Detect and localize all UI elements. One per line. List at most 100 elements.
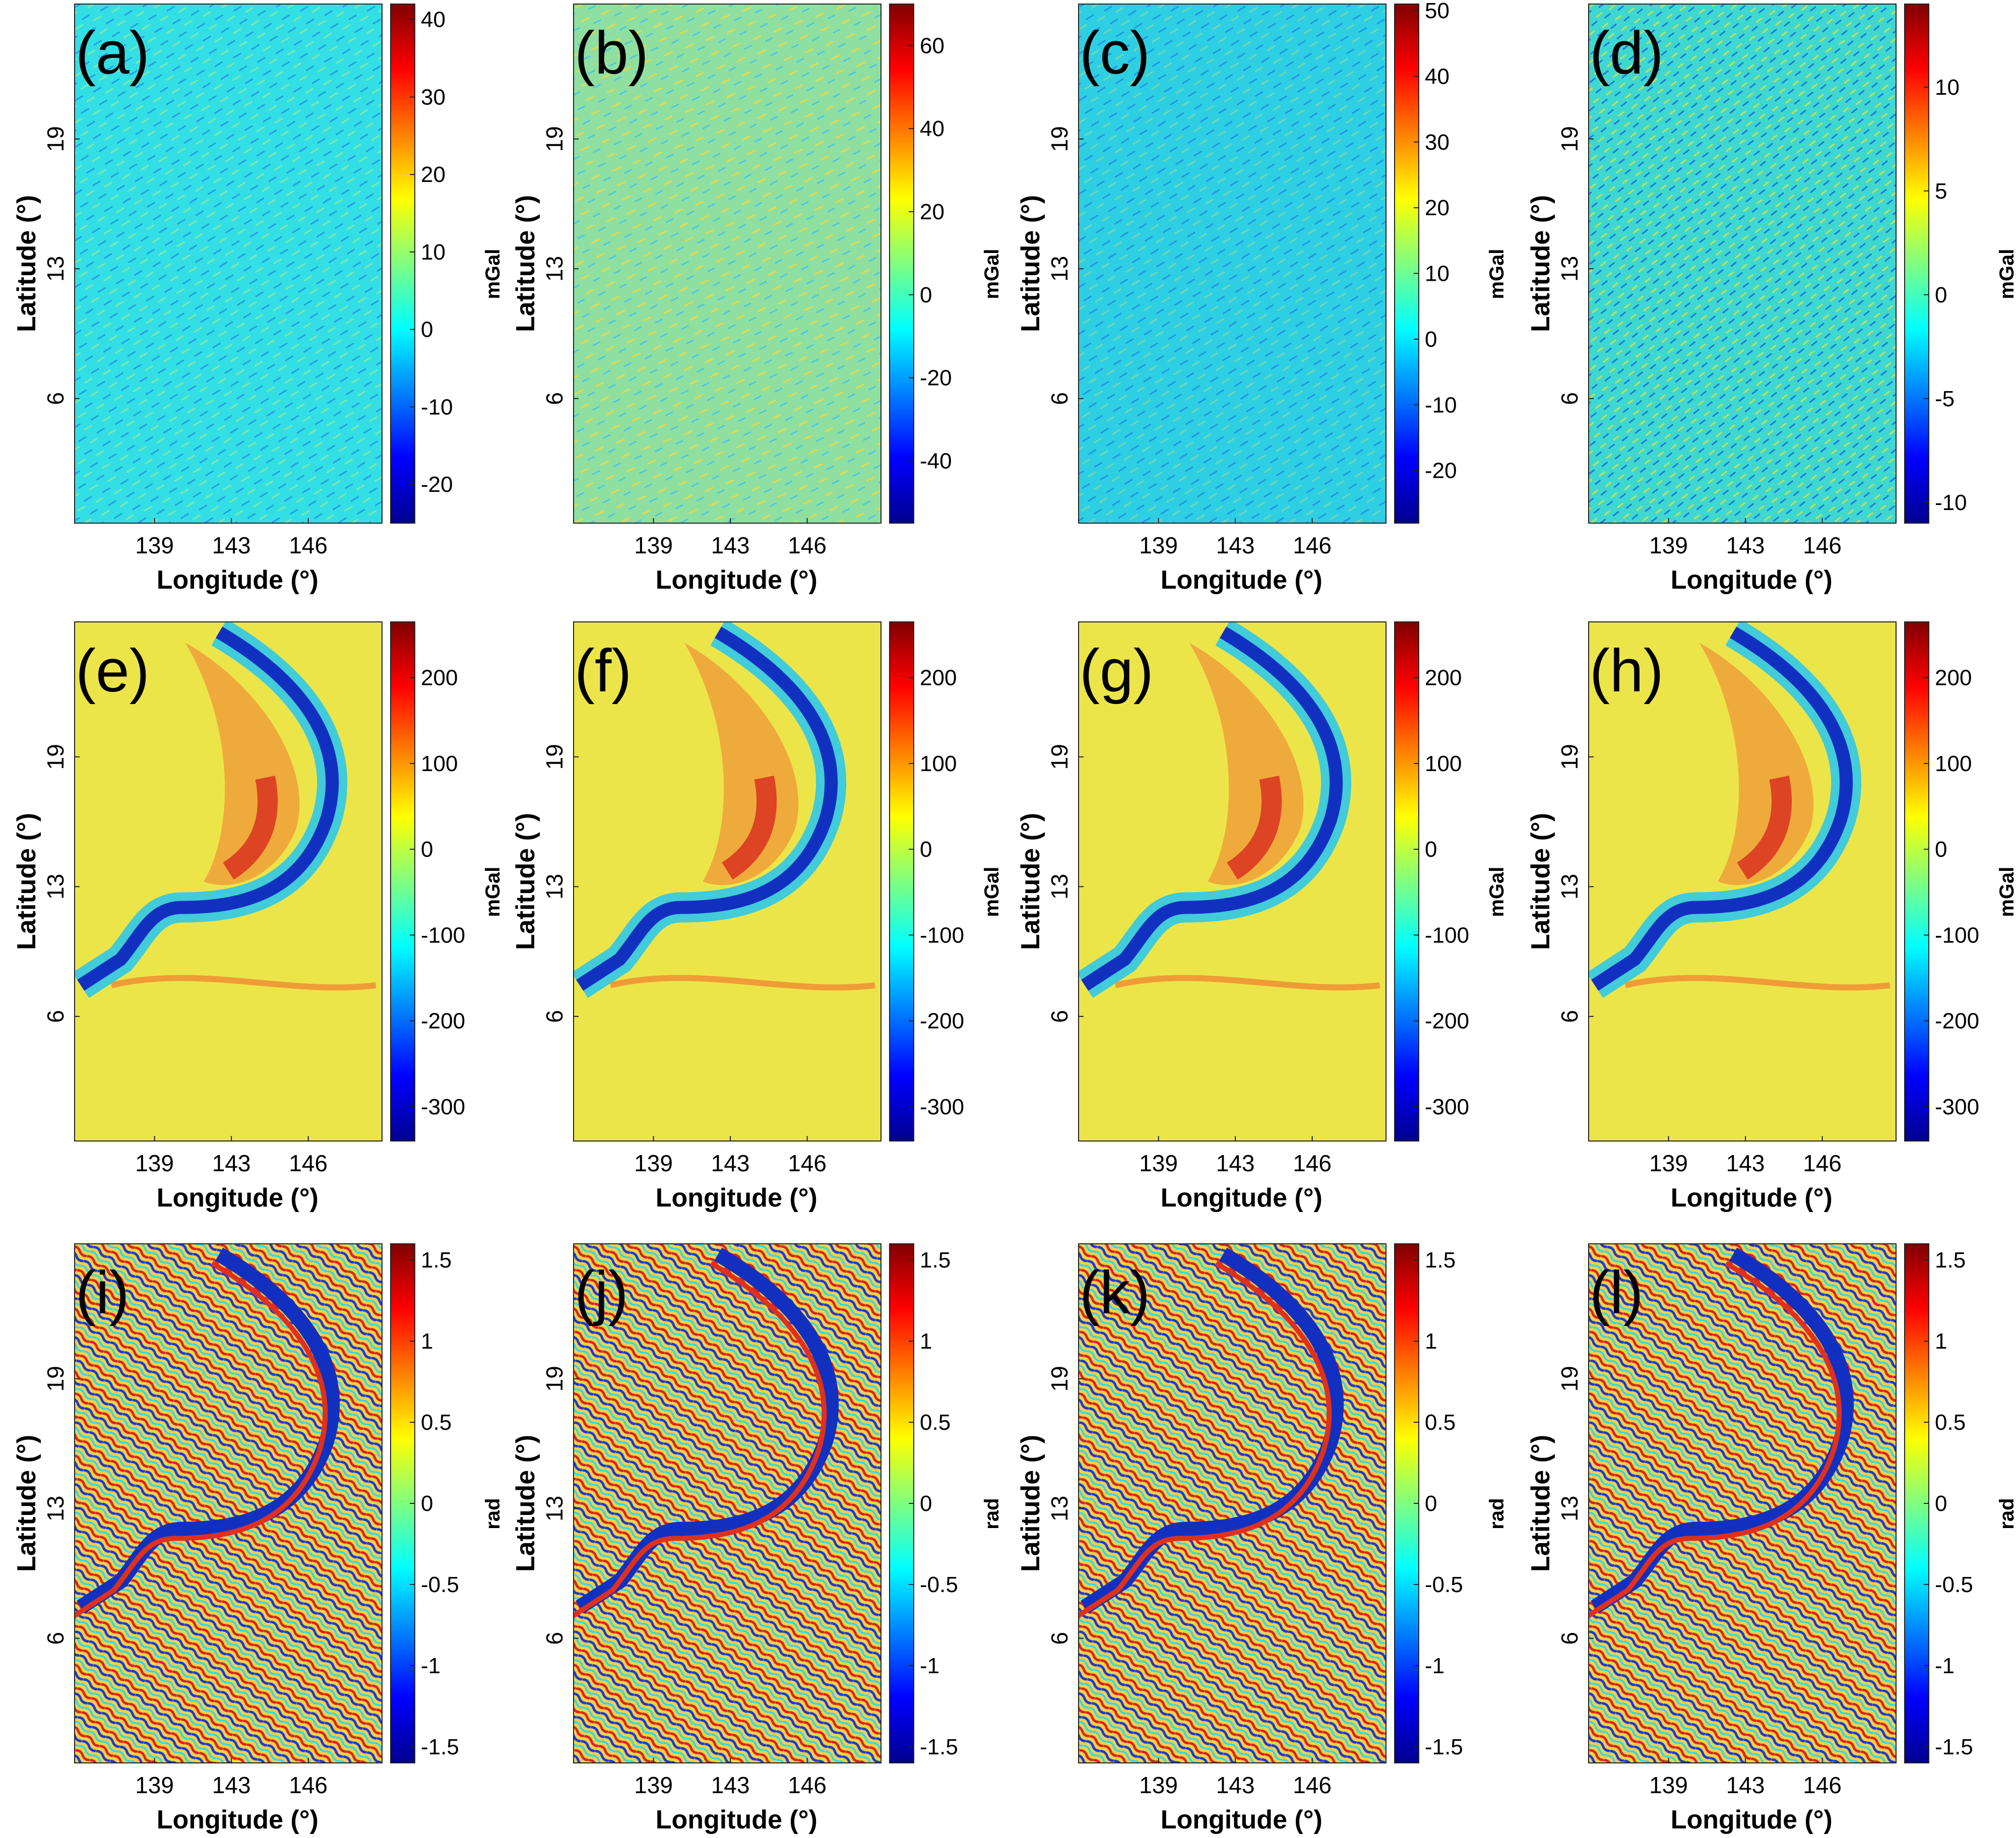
y-tick-label: 6 [541, 1010, 568, 1023]
arc-high-ridge [1226, 776, 1282, 880]
x-tick-label: 139 [1139, 532, 1178, 558]
caroline-ridge [1624, 975, 1891, 991]
colorbar-gradient [889, 4, 914, 524]
x-tick-label: 139 [135, 532, 174, 558]
panel-g: (g) 19 13 6 139 143 146 Longitude (°) Latitude (… [1016, 621, 1508, 1213]
x-tick-label: 143 [711, 1150, 750, 1176]
colorbar-tick-label: 0.5 [1935, 1410, 1966, 1435]
colorbar-tick-label: -20 [920, 366, 952, 391]
x-axis-label: Longitude (°) [157, 1183, 319, 1213]
caroline-ridge [609, 975, 875, 991]
arc-high-ridge [222, 776, 278, 880]
map-area [74, 621, 383, 1142]
y-axis-label: Latitude (°) [1016, 195, 1045, 332]
map-area [1588, 621, 1897, 1142]
y-tick-label: 6 [1556, 1010, 1583, 1023]
y-tick-label: 13 [1046, 1496, 1073, 1522]
map-area [1078, 1243, 1387, 1763]
colorbar-tick-label: 1 [421, 1329, 433, 1354]
panel-label: (j) [575, 1259, 628, 1326]
y-tick-label: 6 [541, 392, 568, 405]
panel-label: (d) [1590, 19, 1664, 87]
y-tick-label: 19 [42, 744, 69, 770]
colorbar-tick-label: -1.5 [920, 1735, 958, 1759]
colorbar-tick-label: 0 [421, 318, 433, 342]
colorbar-tick-label: -1.5 [1935, 1735, 1973, 1759]
trench-phase-edge [75, 1261, 328, 1619]
colorbar-tick-label: 0.5 [920, 1410, 951, 1435]
x-tick-label: 139 [634, 532, 673, 558]
x-tick-label: 143 [212, 1150, 251, 1176]
x-tick-label: 146 [1293, 1150, 1332, 1176]
heatmap-field [1589, 4, 1896, 523]
trench-phase-edge [1079, 1261, 1332, 1619]
colorbar-tick-label: 0 [1935, 1491, 1947, 1516]
colorbar-tick-label: 50 [1425, 0, 1450, 23]
colorbar-tick-label: 200 [421, 666, 458, 690]
colorbar: 50 40 30 20 10 0 -10 -20 mGal [1394, 0, 1508, 524]
colorbar-gradient [1904, 4, 1929, 524]
y-tick-label: 19 [1556, 744, 1583, 770]
x-axis-label: Longitude (°) [1161, 1183, 1322, 1213]
y-tick-label: 13 [42, 256, 69, 282]
x-tick-label: 146 [788, 1150, 827, 1176]
heatmap-field [1079, 4, 1386, 523]
y-tick-label: 19 [1046, 1366, 1073, 1391]
panel-l: (l) 19 13 6 139 143 146 Longitude (°) Latitude (… [1526, 1243, 2016, 1834]
x-axis-label: Longitude (°) [1671, 1183, 1833, 1213]
map-area [74, 4, 383, 524]
colorbar-tick-label: 0 [920, 283, 932, 307]
colorbar-tick-label: 0 [1425, 1491, 1437, 1516]
y-tick-label: 13 [1046, 874, 1073, 900]
colorbar: 1.5 1 0.5 0 -0.5 -1 -1.5 rad [390, 1243, 504, 1763]
colorbar-tick-label: 0 [920, 837, 932, 862]
y-tick-label: 6 [42, 1010, 69, 1023]
heatmap-field [1589, 1244, 1896, 1763]
colorbar-gradient [889, 621, 914, 1142]
y-axis-label: Latitude (°) [12, 813, 41, 950]
colorbar-tick-label: 10 [1425, 262, 1450, 286]
caroline-ridge [110, 975, 376, 991]
y-tick-label: 19 [42, 1366, 69, 1391]
x-tick-label: 146 [1293, 532, 1332, 558]
map-area [1588, 4, 1897, 524]
colorbar-gradient [390, 621, 415, 1142]
colorbar-tick-label: 100 [920, 751, 957, 776]
map-area [74, 1243, 383, 1763]
colorbar: 200 100 0 -100 -200 -300 mGal [889, 621, 1003, 1142]
colorbar-tick-label: -1 [1935, 1654, 1955, 1678]
colorbar: 1.5 1 0.5 0 -0.5 -1 -1.5 rad [1394, 1243, 1508, 1763]
heatmap-field [574, 1244, 881, 1763]
trench-low [576, 626, 838, 991]
panel-label: (g) [1080, 637, 1154, 705]
colorbar: 200 100 0 -100 -200 -300 mGal [1904, 621, 2016, 1142]
colorbar-tick-label: 20 [421, 162, 446, 187]
y-tick-label: 13 [42, 874, 69, 900]
colorbar-tick-label: 0.5 [1425, 1410, 1456, 1435]
x-axis-label: Longitude (°) [1671, 1805, 1833, 1834]
colorbar-tick-label: 100 [1935, 751, 1972, 776]
colorbar-tick-label: 200 [920, 666, 957, 690]
x-tick-label: 143 [212, 1772, 251, 1798]
colorbar-gradient [1394, 4, 1419, 524]
x-tick-label: 139 [634, 1772, 673, 1798]
colorbar-tick-label: -10 [1425, 393, 1457, 417]
colorbar-unit: rad [981, 1498, 1003, 1529]
panel-label: (c) [1080, 19, 1150, 87]
colorbar-tick-label: 10 [421, 240, 446, 265]
y-tick-label: 19 [541, 126, 568, 152]
y-axis-label: Latitude (°) [511, 195, 540, 332]
colorbar-tick-label: -1 [920, 1654, 939, 1678]
colorbar-tick-label: -100 [1425, 923, 1469, 947]
map-frame [573, 4, 881, 524]
colorbar: 1.5 1 0.5 0 -0.5 -1 -1.5 rad [1904, 1243, 2016, 1763]
y-axis-label: Latitude (°) [1526, 1435, 1555, 1572]
colorbar-tick-label: -1.5 [1425, 1735, 1463, 1759]
x-tick-label: 143 [212, 532, 251, 558]
colorbar-tick-label: 30 [1425, 130, 1450, 155]
colorbar-tick-label: 100 [1425, 751, 1462, 776]
x-tick-label: 146 [788, 1772, 827, 1798]
panel-label: (h) [1590, 637, 1664, 705]
x-tick-label: 146 [1803, 532, 1842, 558]
